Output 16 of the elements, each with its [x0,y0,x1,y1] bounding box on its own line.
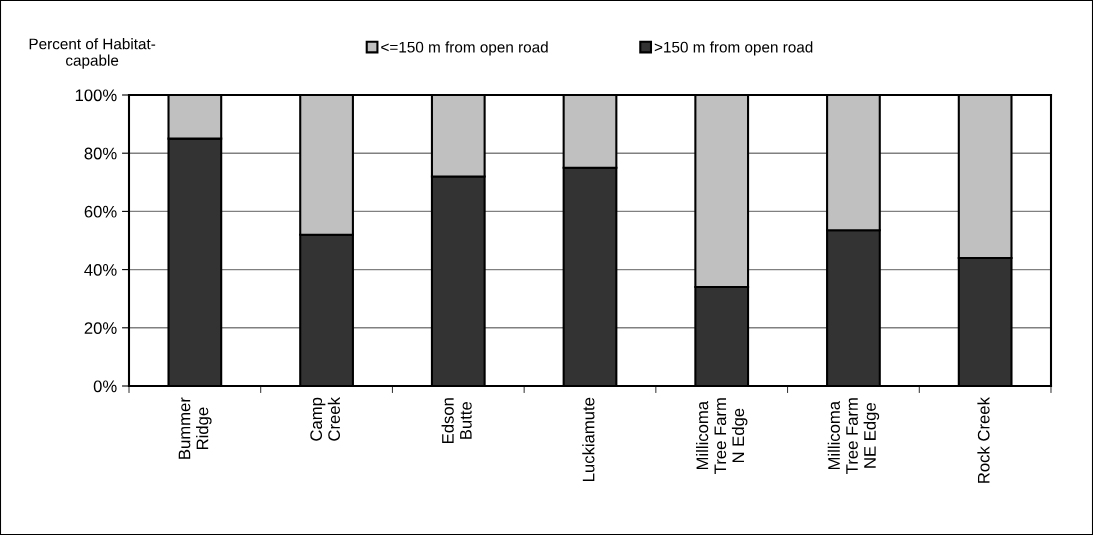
y-axis-title: Percent of Habitat- capable [29,38,156,69]
x-tick-label: Luckiamute [582,397,595,481]
x-tick-label: Edson Butte [441,398,472,443]
y-tick-label: 100% [75,89,117,102]
x-tick-label: Camp Creek [310,397,341,441]
x-tick-label: Millicoma Tree Farm N Edge [695,398,748,474]
y-tick-label: 60% [84,205,117,218]
y-tick-label: 0% [93,380,117,393]
legend-label: <=150 m from open road [381,41,548,56]
y-tick-label: 20% [84,322,117,334]
x-tick-label: Rock Creek [977,397,990,483]
y-tick-label: 40% [84,264,117,276]
legend-label: >150 m from open road [654,41,813,56]
x-tick-label: Millicoma Tree Farm NE Edge [827,398,880,474]
x-tick-label: Bummer Ridge [178,397,212,459]
y-tick-label: 80% [84,147,117,160]
